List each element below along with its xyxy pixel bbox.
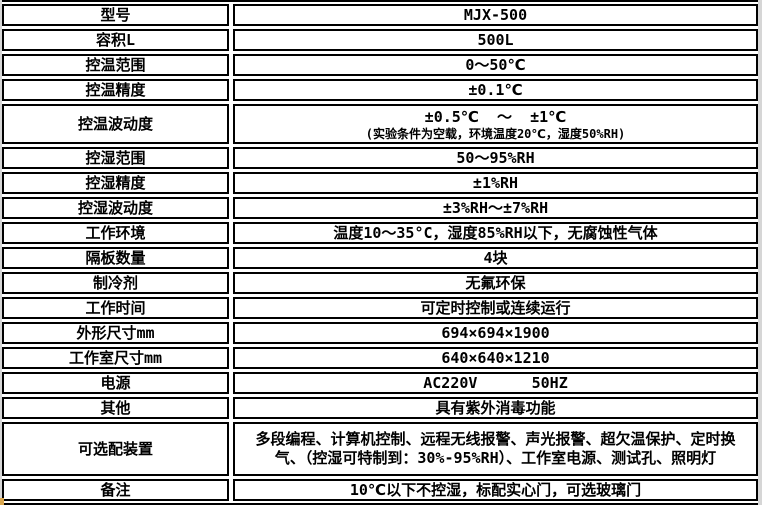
- table-row: 工作室尺寸mm 640×640×1210: [2, 347, 758, 369]
- spec-label: 工作环境: [2, 222, 229, 244]
- spec-label: 控温范围: [2, 54, 229, 76]
- spec-value-text: 500L: [477, 30, 514, 49]
- table-row: 工作环境 温度10～35°C，湿度85%RH以下，无腐蚀性气体: [2, 222, 758, 244]
- table-row: 控湿范围 50～95%RH: [2, 147, 758, 169]
- spec-value: 可定时控制或连续运行: [233, 297, 758, 319]
- spec-value-text: 50～95%RH: [456, 148, 535, 167]
- table-row: 其他 具有紫外消毒功能: [2, 397, 758, 419]
- spec-value-text: ±3%RH～±7%RH: [442, 198, 549, 217]
- corner-artifact: [0, 498, 4, 505]
- spec-label: 工作时间: [2, 297, 229, 319]
- table-row: 可选配装置 多段编程、计算机控制、远程无线报警、声光报警、超欠温保护、定时换气、…: [2, 422, 758, 476]
- spec-value: 0～50℃: [233, 54, 758, 76]
- spec-label: 备注: [2, 479, 229, 501]
- spec-value: ±3%RH～±7%RH: [233, 197, 758, 219]
- table-row: 控温范围 0～50℃: [2, 54, 758, 76]
- spec-label: 容积L: [2, 29, 229, 51]
- spec-label: 工作室尺寸mm: [2, 347, 229, 369]
- spec-value: MJX-500: [233, 4, 758, 26]
- table-row: 制冷剂 无氟环保: [2, 272, 758, 294]
- spec-value-text: 640×640×1210: [441, 348, 550, 367]
- table-row: 控湿精度 ±1%RH: [2, 172, 758, 194]
- spec-label: 控温波动度: [2, 104, 229, 144]
- spec-value: 温度10～35°C，湿度85%RH以下，无腐蚀性气体: [233, 222, 758, 244]
- spec-value-text: ±0.5℃ ～ ±1℃: [424, 107, 567, 126]
- spec-value-text: ±1%RH: [472, 173, 519, 192]
- table-row: 型号 MJX-500: [2, 4, 758, 26]
- spec-label: 隔板数量: [2, 247, 229, 269]
- spec-value: 4块: [233, 247, 758, 269]
- table-row: 备注 10℃以下不控湿，标配实心门，可选玻璃门: [2, 479, 758, 501]
- spec-value-text: 无氟环保: [465, 273, 526, 292]
- spec-value: 640×640×1210: [233, 347, 758, 369]
- spec-value-text: MJX-500: [463, 5, 528, 24]
- table-row: 容积L 500L: [2, 29, 758, 51]
- spec-value: 无氟环保: [233, 272, 758, 294]
- spec-value: 694×694×1900: [233, 322, 758, 344]
- spec-value: 具有紫外消毒功能: [233, 397, 758, 419]
- table-row: 控温精度 ±0.1℃: [2, 79, 758, 101]
- spec-label: 控湿范围: [2, 147, 229, 169]
- spec-label: 电源: [2, 372, 229, 394]
- spec-value-text: ±0.1℃: [468, 80, 523, 99]
- spec-value-text: 温度10～35°C，湿度85%RH以下，无腐蚀性气体: [333, 223, 658, 242]
- spec-value-text: AC220V 50HZ: [423, 373, 568, 392]
- spec-value: 多段编程、计算机控制、远程无线报警、声光报警、超欠温保护、定时换气、（控湿可特制…: [233, 422, 758, 476]
- spec-value: 10℃以下不控湿，标配实心门，可选玻璃门: [233, 479, 758, 501]
- spec-value-text: 多段编程、计算机控制、远程无线报警、声光报警、超欠温保护、定时换气、（控湿可特制…: [255, 430, 736, 467]
- spec-label: 控湿精度: [2, 172, 229, 194]
- table-row: 工作时间 可定时控制或连续运行: [2, 297, 758, 319]
- spec-value: AC220V 50HZ: [233, 372, 758, 394]
- spec-value-text: 具有紫外消毒功能: [435, 398, 556, 417]
- spec-label: 可选配装置: [2, 422, 229, 476]
- table-row: 控温波动度 ±0.5℃ ～ ±1℃ (实验条件为空载，环境温度20℃，湿度50%…: [2, 104, 758, 144]
- spec-value: ±1%RH: [233, 172, 758, 194]
- spec-value: 50～95%RH: [233, 147, 758, 169]
- spec-label: 控温精度: [2, 79, 229, 101]
- spec-value: ±0.5℃ ～ ±1℃ (实验条件为空载，环境温度20℃，湿度50%RH): [233, 104, 758, 144]
- spec-value-note: (实验条件为空载，环境温度20℃，湿度50%RH): [365, 126, 626, 141]
- spec-value: 500L: [233, 29, 758, 51]
- spec-label: 外形尺寸mm: [2, 322, 229, 344]
- spec-value-text: 0～50℃: [465, 55, 526, 74]
- spec-value-text: 694×694×1900: [441, 323, 550, 342]
- table-row: 电源 AC220V 50HZ: [2, 372, 758, 394]
- spec-label: 控湿波动度: [2, 197, 229, 219]
- spec-value-text: 可定时控制或连续运行: [420, 298, 571, 317]
- spec-value: ±0.1℃: [233, 79, 758, 101]
- table-row: 控湿波动度 ±3%RH～±7%RH: [2, 197, 758, 219]
- spec-value-text: 10℃以下不控湿，标配实心门，可选玻璃门: [349, 480, 642, 499]
- table-row: 外形尺寸mm 694×694×1900: [2, 322, 758, 344]
- spec-label: 制冷剂: [2, 272, 229, 294]
- table-row: 隔板数量 4块: [2, 247, 758, 269]
- spec-value-text: 4块: [483, 248, 508, 267]
- spec-label: 其他: [2, 397, 229, 419]
- spec-label: 型号: [2, 4, 229, 26]
